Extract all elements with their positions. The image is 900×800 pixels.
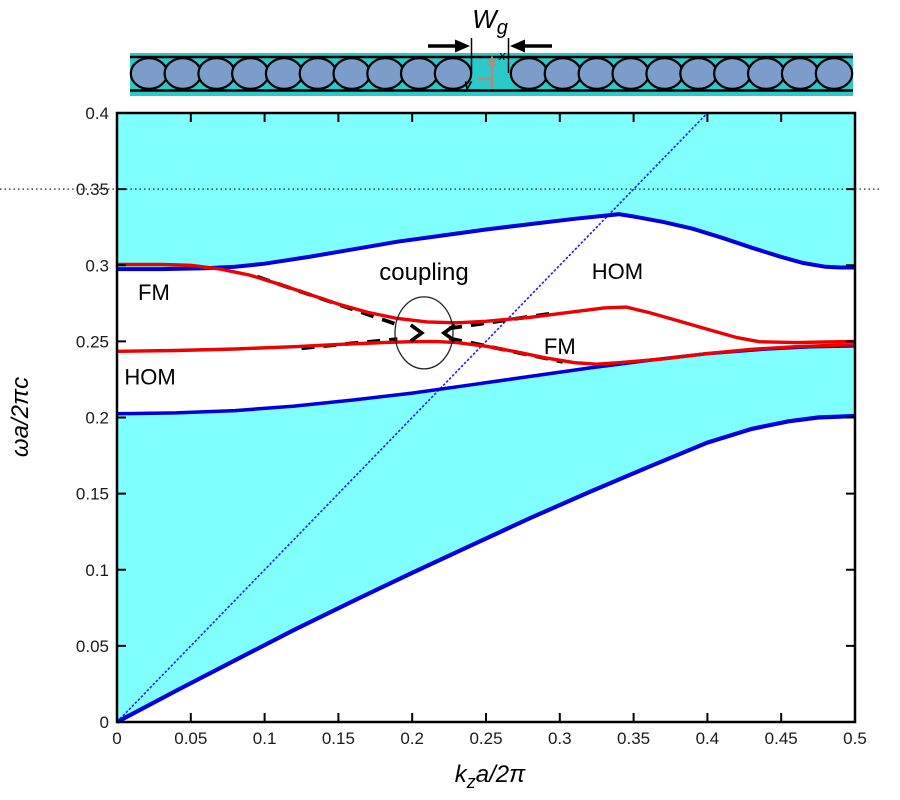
upper-band-region [117,113,855,270]
air-hole [129,56,169,90]
band-diagram: FM HOM coupling HOM FM 0 0.05 0.1 0.15 0.2 0.25 0.… [0,104,882,792]
x-tick-label: 0.1 [253,729,277,748]
air-hole [645,56,684,90]
label-fm-left: FM [138,280,170,305]
air-hole [366,56,405,90]
origin-marker-arrowhead-icon [487,55,497,66]
hole-array [129,56,854,90]
label-coupling: coupling [379,259,468,286]
x-tick-label: 0 [112,729,121,748]
label-fm-right: FM [544,334,576,359]
air-hole [712,56,752,90]
coupling-gap-left-chevron-icon [409,323,425,343]
y-axis-label: ωa/2πc [7,377,34,457]
x-tick-label: 0.35 [617,729,650,748]
coupling-circle [394,296,454,370]
label-hom-right: HOM [592,259,643,284]
waveguide-schematic: Wg x y [129,4,854,96]
x-tick-label: 0.05 [174,729,207,748]
air-hole [163,56,203,90]
air-hole [197,56,236,90]
air-hole [611,56,651,90]
x-tick-label: 0.45 [765,729,798,748]
air-hole [264,56,304,90]
y-tick-label: 0.15 [76,485,109,504]
origin-marker-y-label: y [463,76,473,92]
x-axis-label: kza/2π [455,761,526,792]
x-tick-label: 0.15 [322,729,355,748]
air-hole [543,56,583,90]
y-tick-label: 0.4 [85,104,109,123]
x-tick-label: 0.25 [469,729,502,748]
air-hole [433,56,473,90]
x-tick-label: 0.5 [843,729,867,748]
origin-marker: x y [463,48,506,92]
origin-marker-x-label: x [498,48,506,63]
y-tick-label: 0.3 [85,256,109,275]
wg-width-arrows [428,39,552,53]
upper-band-edge-curve [117,212,855,272]
y-tick-label: 0.2 [85,409,109,428]
guided-mode-curve [117,262,856,345]
air-hole [577,56,617,90]
y-tick-label: 0.25 [76,332,109,351]
lower-band-region [117,345,855,722]
air-hole [679,56,718,90]
air-hole [332,56,372,90]
y-tick-label: 0.1 [85,561,109,580]
y-tick-label: 0.35 [76,180,109,199]
air-hole [509,56,549,90]
air-hole [814,56,854,90]
lower-band-lower-edge-curve [116,413,856,724]
label-hom-left: HOM [124,364,175,389]
guided-mode-curve [116,339,856,366]
chart-annotations: FM HOM coupling HOM FM [124,259,643,390]
y-tick-label: 0.05 [76,637,109,656]
coupling-gap-right-chevron-icon [440,323,456,343]
dispersion-curves [0,112,882,724]
left-arrow-head-icon [455,39,470,53]
air-hole [231,56,270,90]
air-hole [399,56,439,90]
band-fill-regions [117,113,855,722]
x-tick-label: 0.2 [400,729,424,748]
y-tick-label: 0 [100,713,109,732]
x-tick-label: 0.4 [696,729,720,748]
air-hole [298,56,338,90]
air-hole [780,56,820,90]
gap-width-label: Wg [472,4,508,39]
x-tick-label: 0.3 [548,729,572,748]
right-arrow-head-icon [510,39,525,53]
air-hole [746,56,786,90]
plot-border [115,111,857,724]
